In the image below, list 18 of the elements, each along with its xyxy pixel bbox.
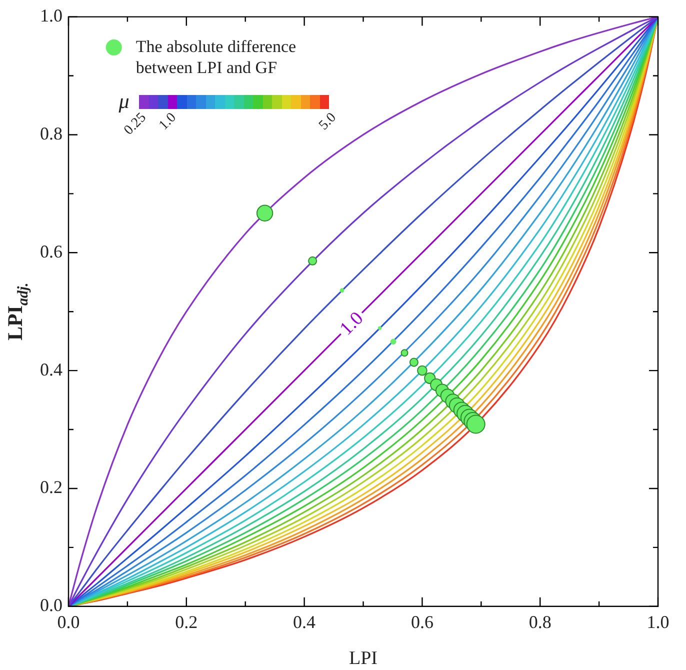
x-tick-label: 0.4 [293, 612, 316, 632]
color-bar-title: μ [118, 89, 130, 114]
x-axis-title: LPI [349, 648, 378, 669]
annotation: 1.0 [336, 308, 368, 340]
x-tick-label: 0.8 [528, 612, 552, 632]
x-tick-label: 0.2 [175, 612, 198, 632]
y-tick-label: 0.6 [40, 241, 62, 262]
legend-label: The absolute difference between LPI and GF [136, 36, 296, 77]
y-tick-label: 0.2 [40, 477, 62, 498]
y-tick-label: 0.4 [40, 359, 62, 380]
x-tick-label: 1.0 [646, 612, 670, 632]
y-tick-label: 0.8 [40, 123, 62, 144]
annotation: 0.25 [121, 110, 150, 139]
y-tick-label: 1.0 [40, 6, 62, 26]
annotation: 5.0 [316, 110, 340, 134]
x-tick-label: 0.6 [410, 612, 434, 632]
annotation: 1.0 [156, 110, 180, 134]
y-axis-title: LPIadj. [3, 282, 32, 341]
